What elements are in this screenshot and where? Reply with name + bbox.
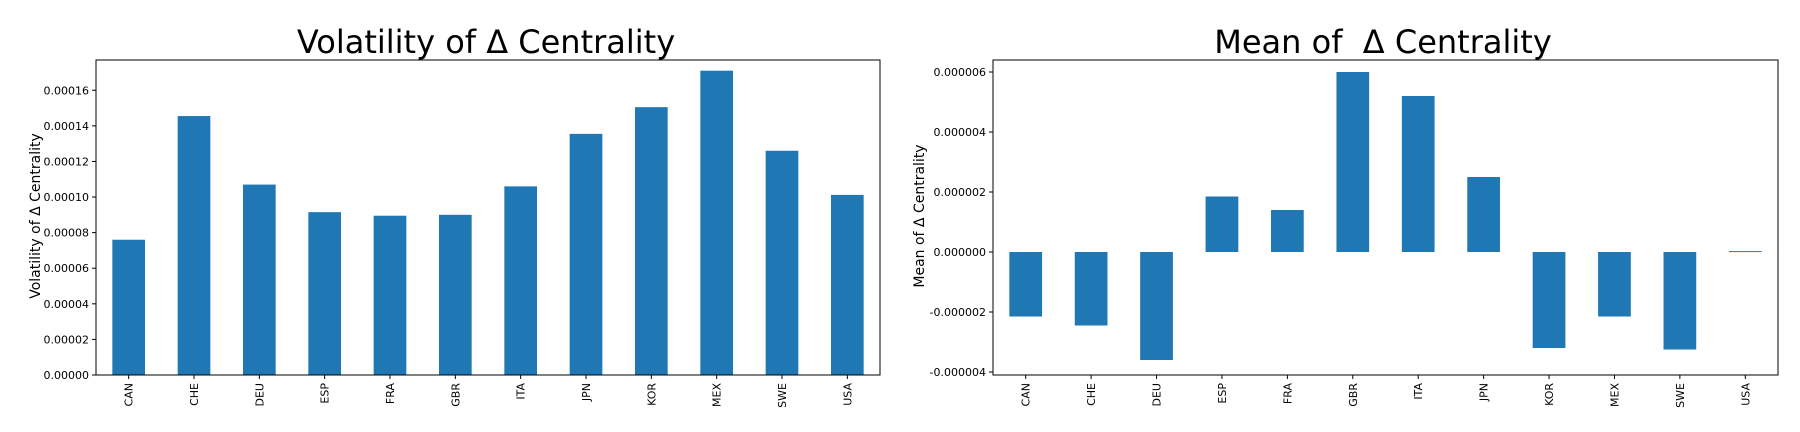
x-tick-label: CAN [123,383,136,406]
bar-deu [243,184,276,375]
bar-mex [1598,252,1631,317]
y-tick-label: -0.000002 [930,306,986,319]
y-tick-label: 0.000000 [934,246,987,259]
bar-ita [1401,96,1435,252]
y-tick-label: 0.00016 [44,84,90,97]
bars-group [1009,72,1762,360]
x-tick-label: JPN [580,383,593,402]
x-tick-label: FRA [1281,383,1294,405]
bar-che [177,116,211,375]
y-axis-label: Mean of Δ Centrality [912,144,928,287]
bar-usa [1728,251,1762,253]
bar-jpn [1467,177,1500,252]
chart-title: Volatility of Δ Centrality [297,23,675,61]
bar-ita [504,186,537,375]
y-axis-label: Volatility of Δ Centrality [28,133,44,299]
x-tick-label: DEU [1151,383,1164,406]
x-tick-label: KOR [645,383,658,406]
x-tick-label: ESP [1216,383,1229,404]
bars-group [112,70,864,376]
bar-gbr [1336,72,1370,252]
bar-esp [308,212,341,375]
bar-gbr [439,214,472,375]
x-tick-label: GBR [449,383,462,407]
y-tick-label: 0.00006 [44,262,90,275]
x-tick-label: FRA [384,383,397,405]
x-tick-label: JPN [1478,383,1491,402]
y-tick-label: 0.000006 [934,66,987,79]
bar-che [1074,252,1108,326]
plot-frame [992,59,1779,376]
bar-swe [1663,252,1697,350]
plot-frame [95,59,881,376]
bar-jpn [569,133,603,375]
mean-chart: Mean of Δ Centrality Mean of Δ Centralit… [912,23,1779,408]
volatility-chart: Volatility of Δ Centrality Volatility of… [28,23,881,408]
x-tick-label: MEX [711,383,724,407]
y-ticks-group: 0.00000 0.00002 0.00004 0.00006 0.00008 0.000… [44,84,96,382]
bar-mex [700,70,733,376]
bar-can [1009,252,1043,317]
bar-can [112,239,145,375]
y-tick-label: 0.00012 [44,155,90,168]
y-tick-label: 0.000002 [934,186,987,199]
y-tick-label: 0.000004 [934,126,987,139]
y-tick-label: 0.00014 [44,120,90,133]
x-tick-label: ITA [1412,383,1425,400]
x-tick-label: CHE [188,383,201,406]
bar-fra [1271,210,1304,252]
x-ticks-group: CAN CHE DEU ESP FRA GBR ITA JPN KOR MEX SWE USA [1020,375,1752,408]
x-tick-label: KOR [1543,383,1556,406]
bar-fra [373,215,407,375]
x-ticks-group: CAN CHE DEU ESP FRA GBR ITA JPN KOR MEX SWE USA [123,375,854,408]
y-ticks-group: -0.000004 -0.000002 0.000000 0.000002 0.0000… [930,66,993,379]
y-tick-label: 0.00000 [44,369,90,382]
bar-deu [1140,252,1173,360]
x-tick-label: USA [1739,383,1752,406]
y-tick-label: -0.000004 [930,366,986,379]
bar-esp [1205,196,1239,252]
x-tick-label: ITA [515,383,528,400]
x-tick-label: CHE [1085,383,1098,406]
bar-swe [765,150,799,375]
y-tick-label: 0.00004 [44,298,90,311]
y-tick-label: 0.00008 [44,227,90,240]
bar-kor [1532,252,1566,348]
bar-usa [831,194,864,375]
x-tick-label: SWE [776,383,789,408]
y-tick-label: 0.00002 [44,333,90,346]
bar-kor [635,107,668,375]
x-tick-label: DEU [253,383,266,406]
x-tick-label: ESP [319,383,332,404]
x-tick-label: CAN [1020,383,1033,406]
x-tick-label: USA [841,383,854,406]
x-tick-label: MEX [1608,383,1621,407]
x-tick-label: SWE [1674,383,1687,408]
y-tick-label: 0.00010 [44,191,90,204]
chart-title: Mean of Δ Centrality [1214,23,1552,61]
x-tick-label: GBR [1347,383,1360,407]
